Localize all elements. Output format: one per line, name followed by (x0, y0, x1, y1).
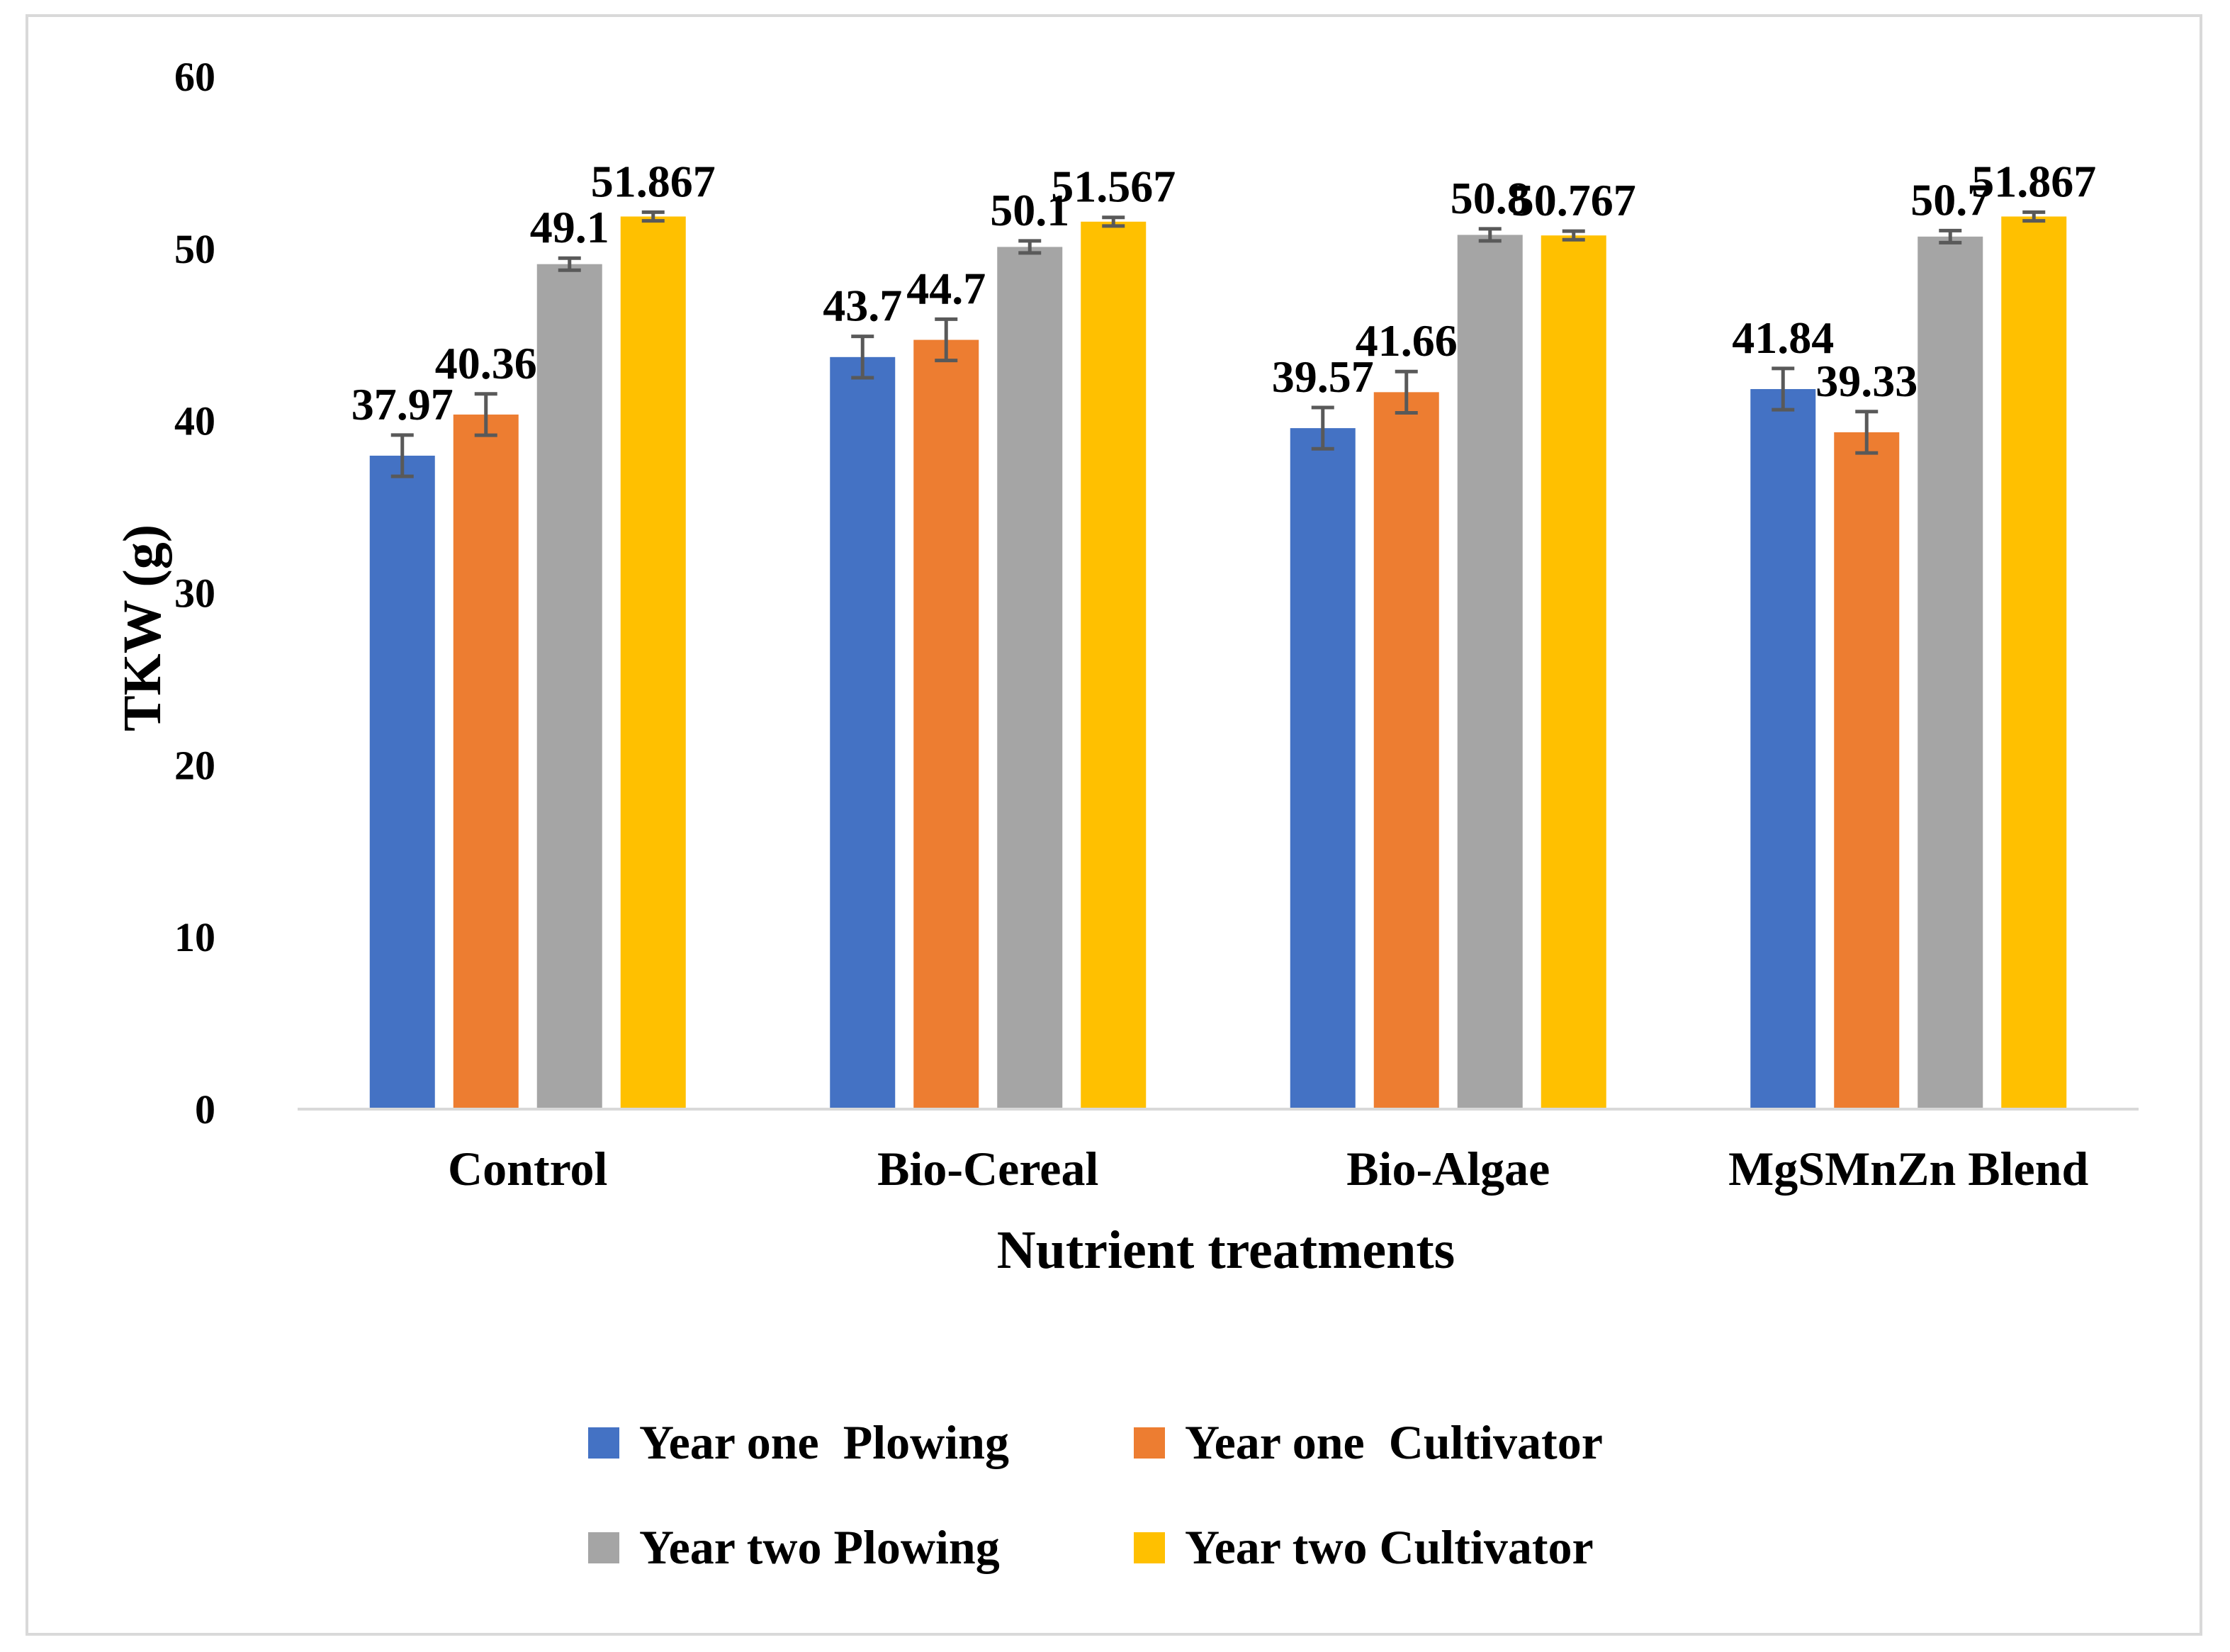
bar (913, 339, 979, 1109)
data-label: 39.57 (1272, 352, 1374, 402)
legend-label: Year one Plowing (639, 1415, 1009, 1469)
category-labels: Control Bio-Cereal Bio-Algae MgSMnZn Blend (448, 1142, 2089, 1196)
legend-swatch (1134, 1532, 1165, 1563)
y-tick-label: 60 (174, 54, 215, 100)
bar (1541, 235, 1606, 1109)
bar (1750, 388, 1816, 1109)
legend-swatch (1134, 1427, 1165, 1459)
data-label: 49.1 (530, 202, 609, 252)
data-label: 51.867 (1971, 156, 2096, 206)
data-label: 37.97 (351, 379, 454, 429)
tkw-bar-chart: 0 10 20 30 40 50 60 Control Bio-Cereal Bio-Algae… (113, 54, 2139, 1574)
data-label: 51.867 (591, 156, 716, 206)
bars-layer (369, 216, 2067, 1110)
bar (536, 264, 602, 1109)
category-label: Bio-Cereal (877, 1142, 1098, 1196)
data-label: 50.7 (1910, 174, 1990, 225)
bar (1081, 221, 1147, 1109)
legend-item: Year one Plowing (588, 1415, 1009, 1469)
data-label: 50.8 (1451, 173, 1530, 223)
legend-item: Year one Cultivator (1134, 1415, 1603, 1469)
legend-swatch (588, 1532, 619, 1563)
data-label: 40.36 (435, 338, 537, 388)
bar (1834, 432, 1900, 1109)
bar (830, 356, 896, 1109)
x-axis-title: Nutrient treatments (997, 1220, 1455, 1280)
y-tick-label: 30 (174, 571, 215, 617)
data-label: 51.567 (1051, 162, 1176, 212)
bar (620, 216, 686, 1109)
bar (1290, 428, 1356, 1109)
category-label: MgSMnZn Blend (1728, 1142, 2088, 1196)
y-tick-label: 10 (174, 914, 215, 960)
y-tick-label: 50 (174, 226, 215, 272)
category-label: Control (448, 1142, 607, 1196)
bar (1457, 235, 1523, 1109)
legend-label: Year one Cultivator (1185, 1415, 1603, 1469)
data-label: 50.767 (1511, 175, 1636, 225)
data-label: 41.66 (1356, 315, 1458, 366)
legend-swatch (588, 1427, 619, 1459)
bar (2001, 216, 2067, 1109)
legend: Year one Plowing Year one Cultivator Year … (588, 1415, 1603, 1574)
chart-frame: 0 10 20 30 40 50 60 Control Bio-Cereal Bio-Algae… (26, 14, 2202, 1636)
data-label: 44.7 (906, 263, 986, 313)
bar (1918, 236, 1983, 1110)
y-tick-labels: 0 10 20 30 40 50 60 (174, 54, 215, 1133)
y-tick-label: 20 (174, 742, 215, 788)
data-label: 50.1 (990, 185, 1069, 235)
bar (1373, 392, 1439, 1109)
data-label: 41.84 (1732, 313, 1834, 363)
y-axis-title: TKW (g) (113, 524, 172, 731)
y-tick-label: 0 (195, 1086, 215, 1133)
legend-item: Year two Cultivator (1134, 1520, 1594, 1574)
error-bars-layer (390, 210, 2046, 478)
bar (997, 247, 1063, 1109)
data-label: 43.7 (823, 281, 902, 331)
bar (369, 455, 435, 1109)
y-tick-label: 40 (174, 398, 215, 444)
data-label: 39.33 (1815, 356, 1918, 406)
category-label: Bio-Algae (1346, 1142, 1550, 1196)
legend-item: Year two Plowing (588, 1520, 1000, 1574)
legend-label: Year two Plowing (639, 1520, 1000, 1574)
bar (453, 414, 519, 1109)
legend-label: Year two Cultivator (1185, 1520, 1594, 1574)
